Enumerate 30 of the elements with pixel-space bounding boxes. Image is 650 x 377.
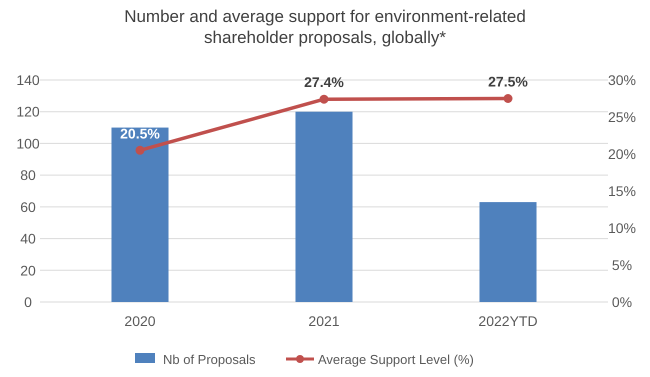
y2-tick-label: 25% <box>608 109 636 125</box>
y2-tick-label: 10% <box>608 220 636 236</box>
y-tick-label: 60 <box>20 198 36 215</box>
bar <box>111 128 169 302</box>
point <box>136 146 144 155</box>
y-tick-label: 20 <box>20 262 36 278</box>
y-tick-label: 80 <box>20 167 36 184</box>
chart-title: Number and average support for environment-related shareholder proposals, globally* <box>124 7 526 47</box>
y2-tick-label: 30% <box>608 72 636 88</box>
y-tick-label: 120 <box>16 104 40 120</box>
x-tick-label: 2022YTD <box>478 313 538 329</box>
y-tick-label: 100 <box>16 135 40 152</box>
data-label: 27.5% <box>488 74 528 90</box>
y2-tick-label: 5% <box>612 257 632 273</box>
y-tick-label: 0 <box>24 294 32 310</box>
y-tick-label: 140 <box>16 72 40 88</box>
point <box>504 94 512 103</box>
x-tick-label: 2020 <box>124 313 156 329</box>
data-label: 27.4% <box>304 74 344 90</box>
data-label: 20.5% <box>120 125 160 142</box>
x-tick-label: 2021 <box>308 313 340 329</box>
point <box>320 94 328 104</box>
y2-tick-label: 15% <box>608 183 636 199</box>
y2-tick-label: 20% <box>608 146 636 162</box>
legend-label: Average Support Level (%) <box>318 352 474 367</box>
bar <box>479 202 537 302</box>
y-tick-label: 40 <box>20 230 36 247</box>
legend-label: Nb of Proposals <box>163 352 256 367</box>
bar <box>295 112 353 302</box>
y2-tick-label: 0% <box>612 294 632 310</box>
